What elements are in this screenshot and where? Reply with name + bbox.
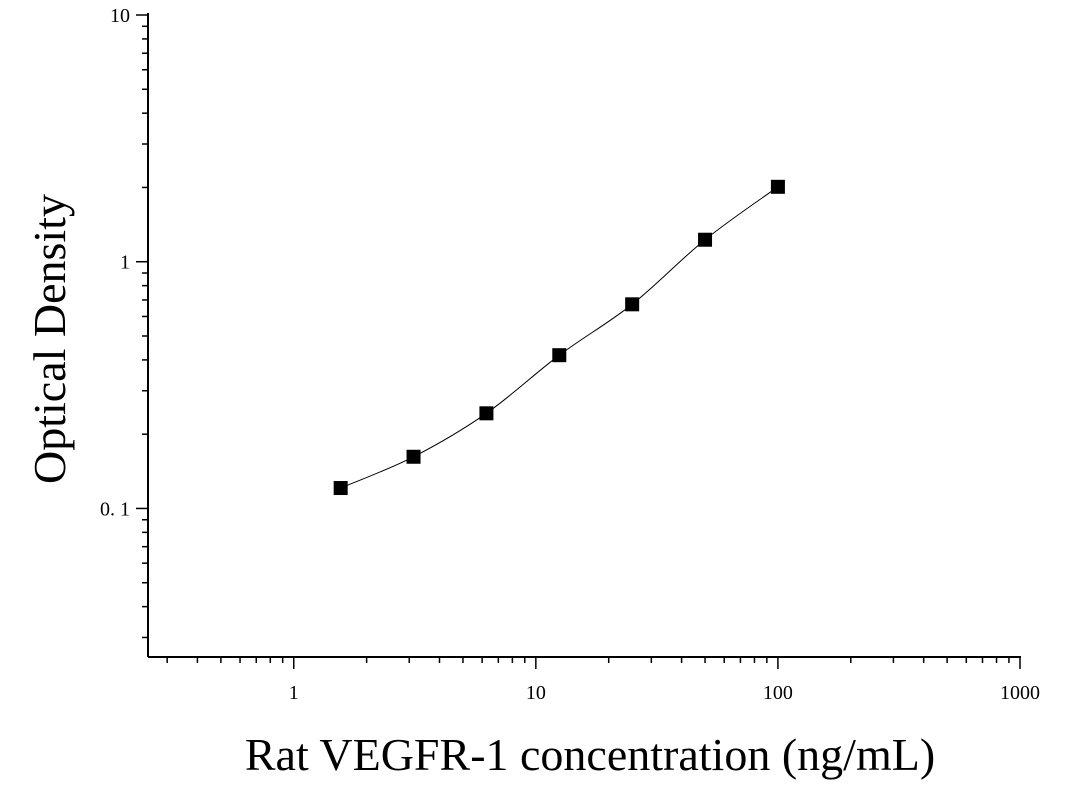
data-point [406,449,421,464]
y-axis-title: Optical Density [24,194,75,484]
data-point [479,406,494,421]
data-point [552,348,567,363]
y-tick-label: 10 [110,5,130,27]
y-tick-label: 1 [120,252,130,274]
x-axis-title: Rat VEGFR-1 concentration (ng/mL) [245,729,935,780]
ticks [136,14,1021,669]
x-tick-label: 100 [763,682,793,704]
x-tick-label: 10 [526,682,546,704]
y-tick-label: 0. 1 [100,498,130,520]
fit-curve [340,186,779,489]
axes [147,13,1021,658]
data-point [333,481,348,496]
x-tick-label: 1000 [1000,682,1040,704]
data-point [625,297,640,312]
data-point [770,179,785,194]
x-tick-label: 1 [289,682,299,704]
tick-labels: 1 10 100 1000 0. 1 1 10 [100,5,1040,704]
data-point [698,232,713,247]
data-points [333,179,785,496]
